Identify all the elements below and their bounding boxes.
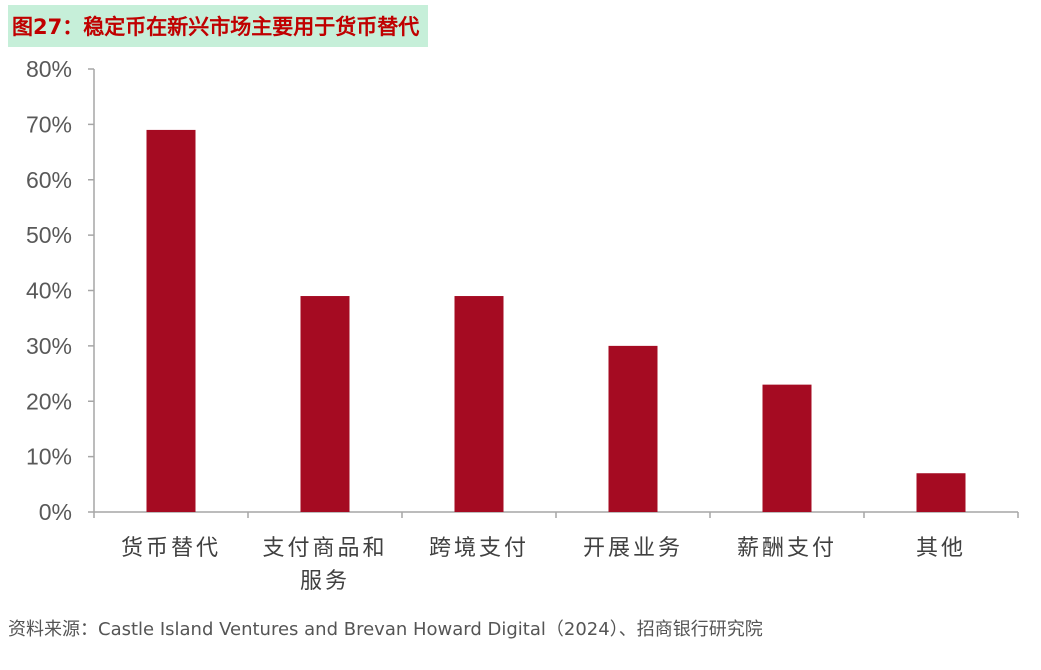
y-tick-label: 40% [26, 278, 72, 304]
y-tick-label: 80% [26, 56, 72, 82]
x-tick-label: 薪酬支付 [737, 536, 837, 561]
x-tick-label: 其他 [916, 536, 966, 561]
x-tick-label: 货币替代 [121, 536, 221, 561]
bar [146, 129, 196, 512]
chart-title: 图27：稳定币在新兴市场主要用于货币替代 [12, 15, 420, 39]
x-tick-label: 支付商品和 [262, 536, 387, 561]
source-note: 资料来源：Castle Island Ventures and Brevan H… [8, 619, 763, 640]
y-tick-label: 50% [26, 222, 72, 248]
bar [454, 296, 504, 512]
bar [300, 296, 350, 512]
y-tick-label: 60% [26, 167, 72, 193]
bar [762, 384, 812, 512]
bar [608, 345, 658, 512]
bar [916, 473, 966, 512]
x-tick-label: 跨境支付 [429, 536, 529, 561]
y-tick-label: 0% [39, 499, 72, 525]
y-tick-label: 20% [26, 388, 72, 414]
x-tick-label: 开展业务 [583, 536, 683, 561]
y-tick-label: 10% [26, 444, 72, 470]
x-tick-label: 服务 [300, 569, 350, 594]
y-tick-label: 30% [26, 333, 72, 359]
chart-title-banner: 图27：稳定币在新兴市场主要用于货币替代 [8, 5, 428, 47]
y-tick-label: 70% [26, 111, 72, 137]
